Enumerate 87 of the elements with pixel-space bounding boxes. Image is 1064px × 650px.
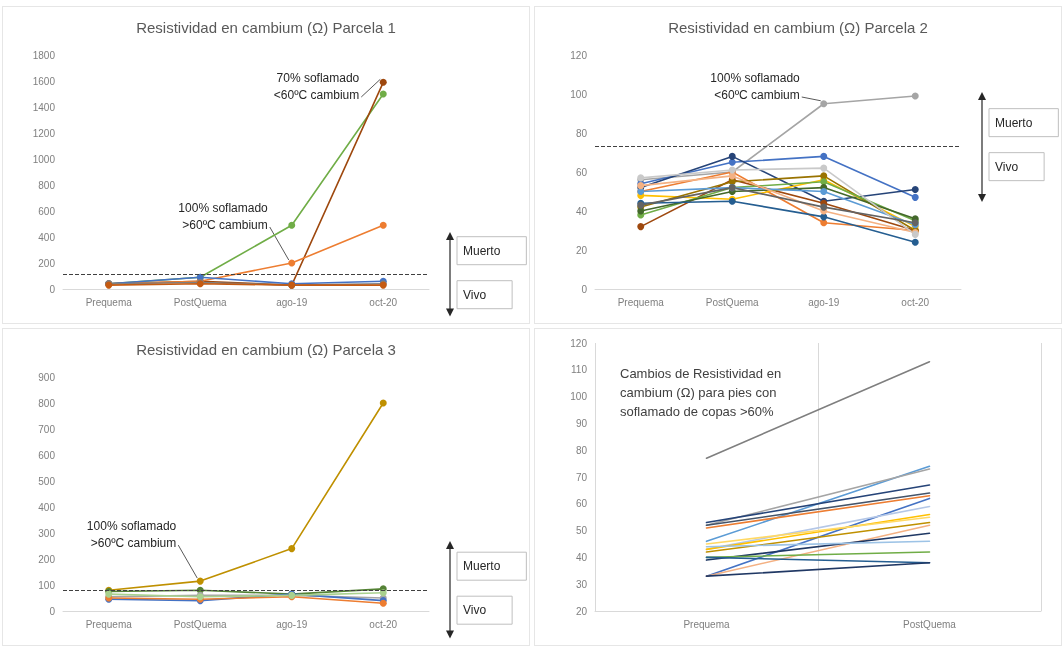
chart-title: Resistividad en cambium (Ω) Parcela 3 — [136, 341, 396, 358]
y-tick-label: 800 — [38, 397, 56, 409]
y-tick-label: 0 — [581, 283, 588, 295]
y-tick-label: 400 — [38, 231, 56, 243]
y-tick-label: 100 — [38, 579, 56, 591]
y-tick-label: 40 — [575, 551, 588, 563]
y-tick-label: 200 — [38, 553, 56, 565]
y-tick-label: 30 — [575, 578, 588, 590]
y-tick-label: 600 — [38, 449, 56, 461]
y-tick-label: 0 — [49, 283, 56, 295]
point — [379, 78, 387, 86]
point — [820, 152, 828, 160]
point — [820, 219, 828, 227]
y-tick-label: 300 — [38, 527, 56, 539]
y-tick-label: 400 — [38, 501, 56, 513]
point — [637, 223, 645, 231]
y-tick-label: 40 — [575, 205, 588, 217]
y-tick-label: 80 — [575, 127, 588, 139]
y-tick-label: 900 — [38, 371, 56, 383]
x-tick-label: Prequema — [85, 618, 133, 630]
text: Vivo — [463, 603, 487, 618]
x-tick-label: PostQuema — [173, 296, 228, 308]
point — [911, 186, 919, 194]
text: Muerto — [463, 243, 501, 258]
point — [820, 188, 828, 195]
y-tick-label: 80 — [575, 444, 588, 456]
point — [820, 203, 828, 211]
x-tick-label: oct-20 — [901, 296, 930, 308]
y-tick-label: 600 — [38, 205, 56, 217]
y-tick-label: 1200 — [32, 127, 56, 139]
point — [728, 152, 736, 160]
x-tick-label: ago-19 — [276, 296, 308, 308]
text: Muerto — [463, 559, 501, 574]
x-tick-label: oct-20 — [369, 618, 398, 630]
y-tick-label: 90 — [575, 417, 588, 429]
y-tick-label: 20 — [575, 605, 588, 617]
x-tick-label: ago-19 — [808, 296, 840, 308]
annotation: 100% soflamado >60ºC cambium — [86, 518, 177, 550]
y-tick-label: 0 — [49, 605, 56, 617]
point — [379, 399, 387, 407]
point — [820, 100, 828, 108]
x-tick-label: PostQuema — [173, 618, 228, 630]
point — [820, 164, 828, 172]
y-tick-label: 120 — [570, 49, 588, 61]
y-tick-label: 20 — [575, 244, 588, 256]
point — [911, 92, 919, 100]
x-tick-label: ago-19 — [276, 618, 308, 630]
text: Vivo — [995, 159, 1019, 174]
x-tick-label: Prequema — [85, 296, 133, 308]
y-tick-label: 60 — [575, 166, 588, 178]
y-tick-label: 200 — [38, 257, 56, 269]
y-tick-label: 70 — [575, 471, 588, 483]
y-tick-label: 60 — [575, 498, 588, 510]
text: Muerto — [995, 115, 1033, 130]
y-tick-label: 110 — [571, 364, 588, 376]
y-tick-label: 1400 — [32, 101, 56, 113]
point — [911, 238, 919, 246]
y-tick-label: 500 — [38, 475, 56, 487]
point — [379, 90, 387, 98]
x-tick-label: oct-20 — [369, 296, 398, 308]
point — [196, 577, 204, 585]
chart-title: Resistividad en cambium (Ω) Parcela 2 — [668, 19, 928, 36]
point — [379, 221, 387, 229]
y-tick-label: 700 — [38, 423, 56, 435]
y-tick-label: 800 — [38, 179, 56, 191]
y-tick-label: 1600 — [32, 75, 56, 87]
point — [911, 193, 919, 201]
point — [288, 545, 296, 553]
annotation: 100% soflamado <60ºC cambium — [710, 70, 801, 102]
y-tick-label: 100 — [570, 88, 588, 100]
x-tick-label: PostQuema — [903, 618, 957, 630]
text: Vivo — [463, 287, 487, 302]
x-tick-label: Prequema — [683, 618, 731, 630]
y-tick-label: 100 — [570, 391, 588, 403]
annotation: 70% soflamado <60ºC cambium — [273, 70, 360, 102]
y-tick-label: 120 — [570, 337, 588, 349]
y-tick-label: 1000 — [32, 153, 56, 165]
x-tick-label: PostQuema — [705, 296, 760, 308]
point — [288, 221, 296, 229]
annotation: 100% soflamado >60ºC cambium — [178, 200, 269, 232]
point — [820, 213, 828, 221]
text: Cambios de Resistividad en cambium (Ω) para pies con soflamado de copas >60% — [620, 366, 785, 419]
point — [288, 259, 296, 267]
chart-title: Resistividad en cambium (Ω) Parcela 1 — [136, 19, 396, 36]
x-tick-label: Prequema — [617, 296, 665, 308]
y-tick-label: 50 — [575, 525, 588, 537]
y-tick-label: 1800 — [32, 49, 56, 61]
